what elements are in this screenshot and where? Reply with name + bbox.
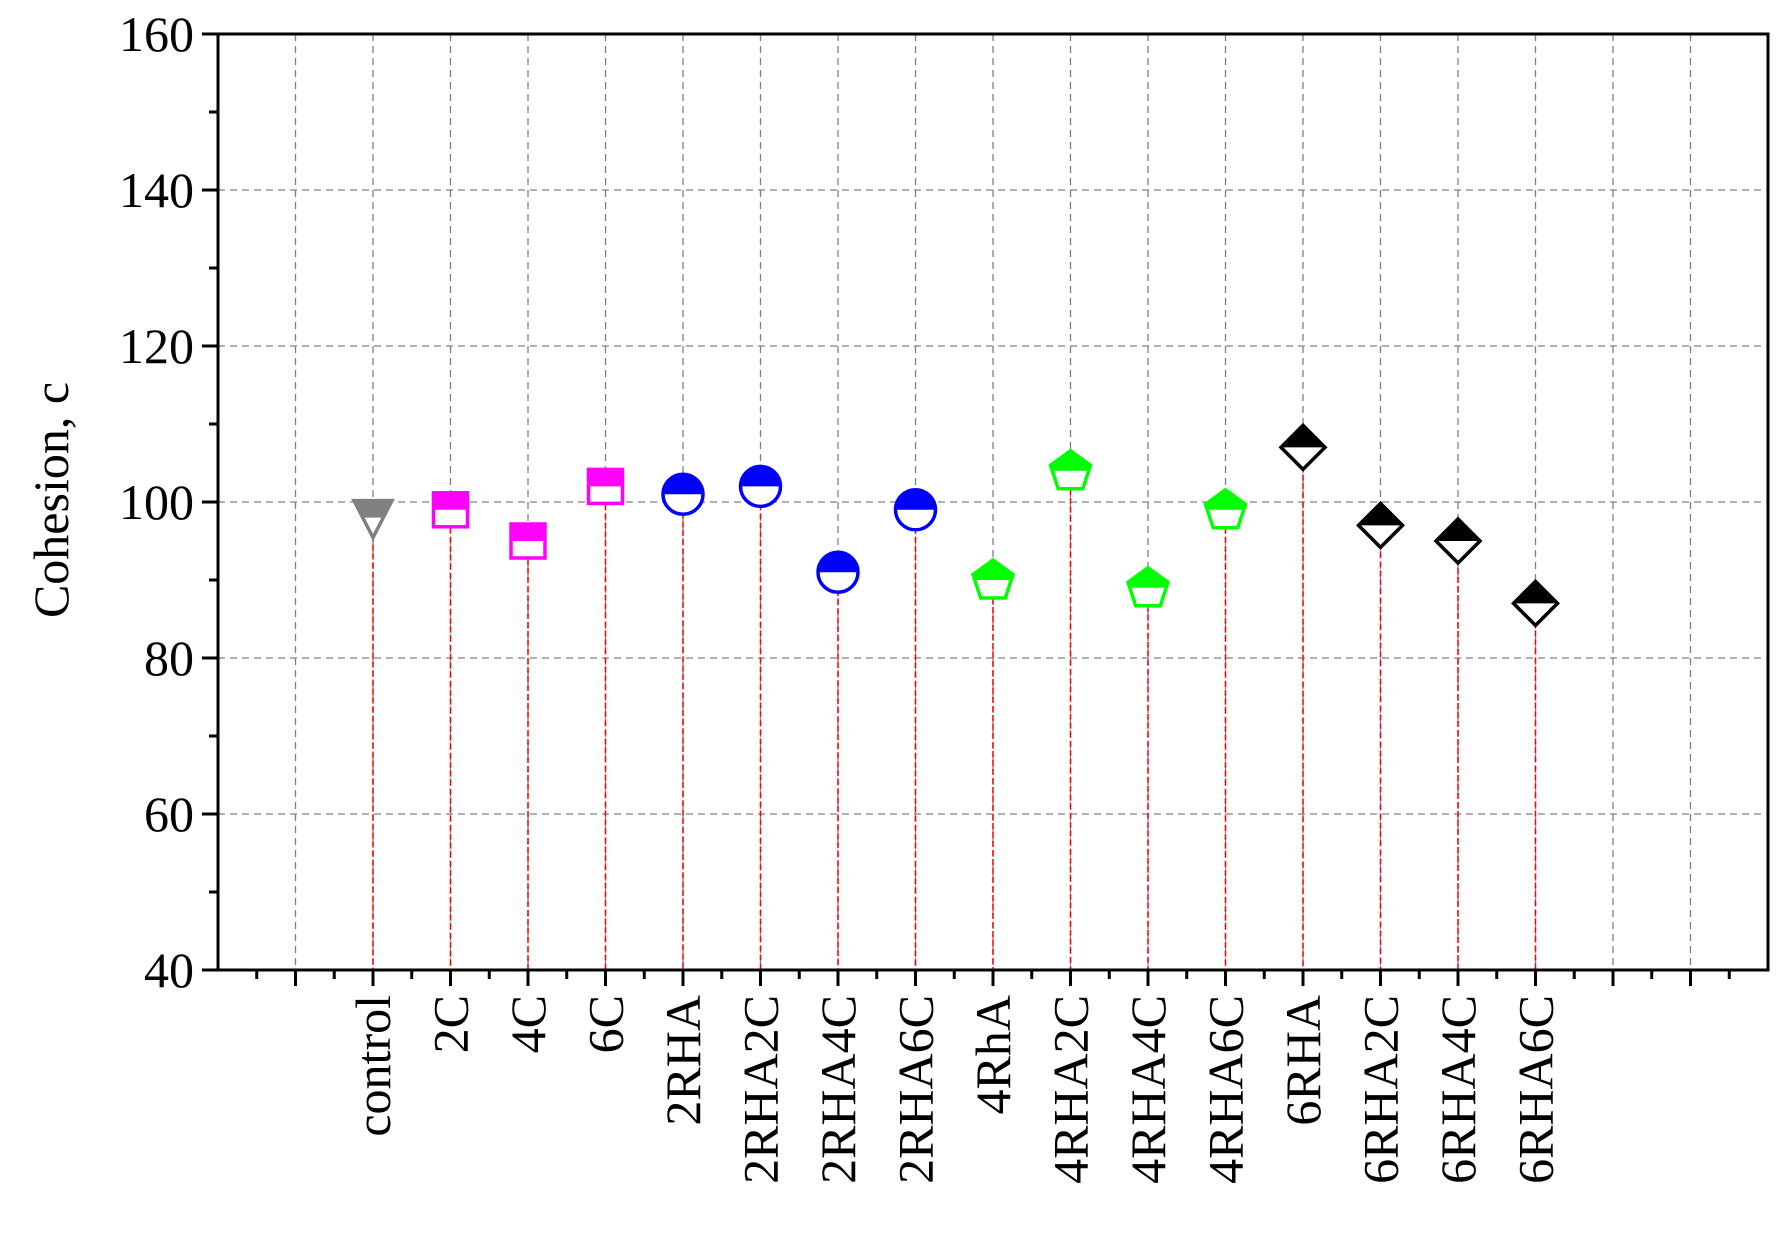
x-tick-label: 2RHA [655, 995, 711, 1126]
x-tick-label: 6C [578, 995, 634, 1053]
y-tick-label: 80 [144, 630, 194, 686]
y-tick-label: 40 [144, 942, 194, 998]
marker-circle [816, 550, 860, 594]
marker-square [586, 467, 625, 506]
marker-diamond [1278, 422, 1328, 472]
y-tick-label: 160 [119, 6, 194, 62]
x-tick-label: 2C [423, 995, 479, 1053]
x-tick-label: 6RHA4C [1430, 995, 1486, 1184]
marker-pentagon [1125, 565, 1171, 608]
y-tick-label: 120 [119, 318, 194, 374]
marker-diamond [1511, 578, 1560, 628]
x-tick-label: 2RHA4C [810, 995, 866, 1184]
x-tick-label: 6RHA [1275, 995, 1331, 1126]
x-tick-labels: control 2C 4C 6C 2RHA 2RHA2C 2RHA4C 2RHA6C 4RhA 4… [345, 995, 1564, 1184]
marker-pentagon [1203, 487, 1248, 530]
data-markers [351, 422, 1560, 628]
y-tick-label: 60 [144, 786, 194, 842]
marker-pentagon [970, 557, 1016, 600]
x-tick-label: 4RHA2C [1043, 995, 1099, 1184]
marker-diamond [1433, 516, 1483, 566]
marker-square [431, 491, 470, 529]
marker-circle [893, 488, 938, 532]
x-tick-label: 4C [500, 995, 556, 1053]
x-tick-label: 6RHA2C [1353, 995, 1409, 1184]
y-tick-label: 100 [119, 474, 194, 530]
x-tick-label: control [345, 995, 401, 1137]
x-tick-label: 2RHA2C [733, 995, 789, 1184]
marker-circle [661, 472, 705, 516]
x-tick-label: 4RhA [965, 995, 1021, 1114]
drop-lines [372, 447, 1537, 970]
marker-pentagon [1048, 448, 1093, 491]
marker-circle [738, 464, 783, 509]
y-axis-label: Cohesion, c [23, 382, 79, 618]
marker-triangle-down [351, 498, 395, 542]
axes [202, 32, 1770, 986]
y-tick-label: 140 [119, 162, 194, 218]
x-tick-label: 4RHA6C [1198, 995, 1254, 1184]
x-tick-label: 2RHA6C [888, 995, 944, 1184]
y-tick-labels: 40 60 80 100 120 140 160 [119, 6, 194, 998]
x-tick-label: 4RHA4C [1120, 995, 1176, 1184]
marker-square [509, 522, 547, 560]
marker-diamond [1356, 500, 1405, 550]
x-tick-label: 6RHA6C [1508, 995, 1564, 1184]
